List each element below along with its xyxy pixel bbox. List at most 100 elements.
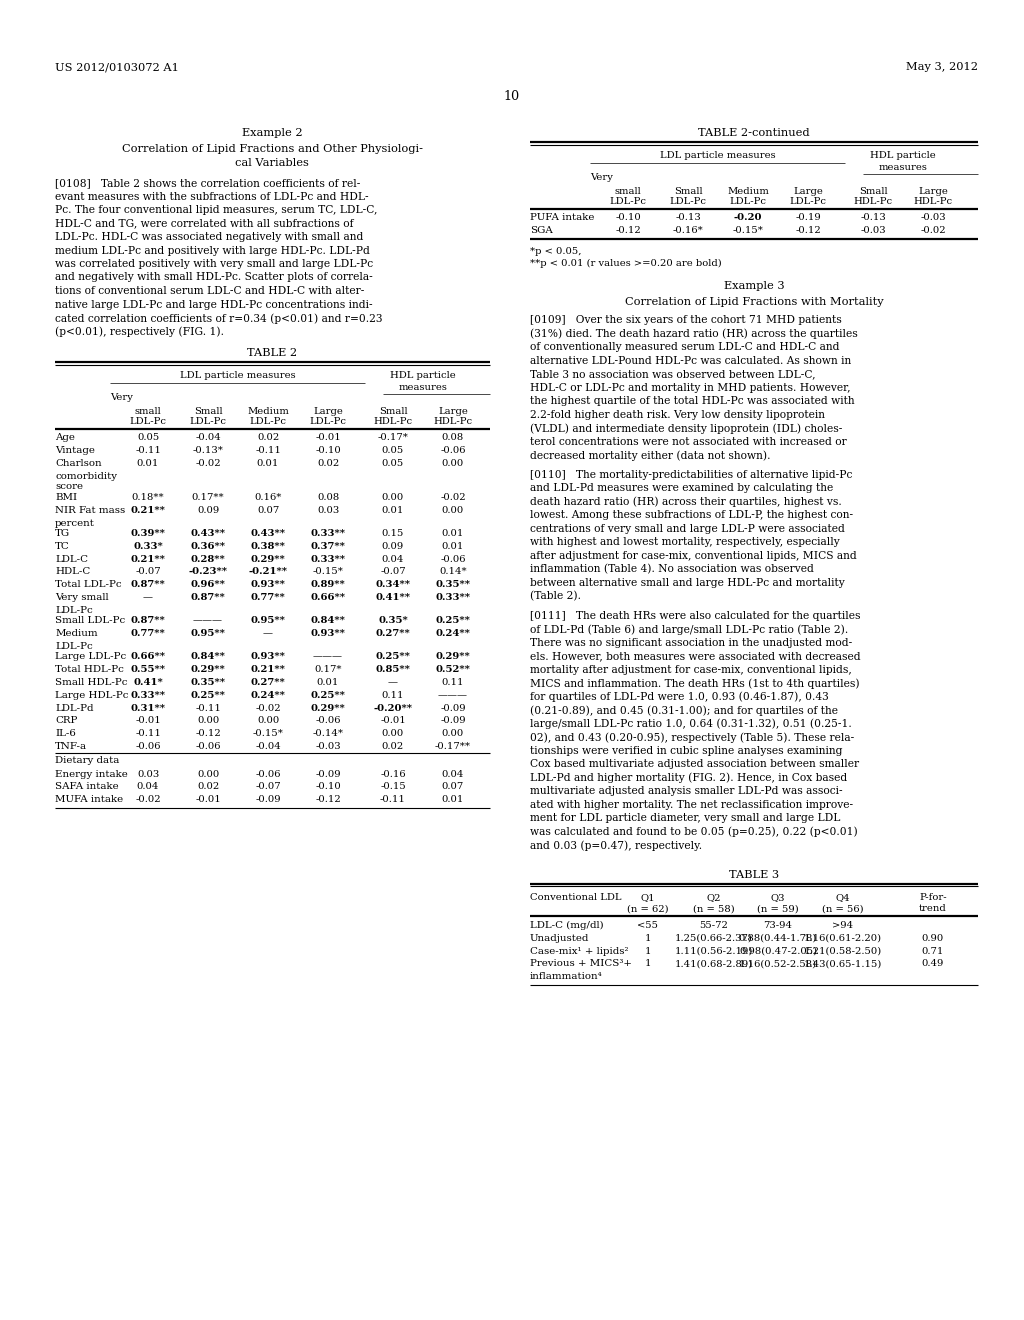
Text: was calculated and found to be 0.05 (p=0.25), 0.22 (p<0.01): was calculated and found to be 0.05 (p=0… [530, 826, 858, 837]
Text: Unadjusted: Unadjusted [530, 935, 590, 942]
Text: comorbidity: comorbidity [55, 473, 117, 480]
Text: 0.00: 0.00 [197, 717, 219, 726]
Text: -0.01: -0.01 [196, 795, 221, 804]
Text: -0.11: -0.11 [380, 795, 406, 804]
Text: Small: Small [674, 186, 702, 195]
Text: —: — [263, 630, 273, 638]
Text: tionships were verified in cubic spline analyses examining: tionships were verified in cubic spline … [530, 746, 843, 755]
Text: 0.07: 0.07 [442, 783, 464, 792]
Text: 0.85**: 0.85** [376, 665, 411, 675]
Text: HDL-Pc: HDL-Pc [913, 197, 952, 206]
Text: Very: Very [590, 173, 613, 182]
Text: [0109]   Over the six years of the cohort 71 MHD patients: [0109] Over the six years of the cohort … [530, 315, 842, 325]
Text: ———: ——— [438, 690, 468, 700]
Text: -0.12: -0.12 [196, 729, 221, 738]
Text: Energy intake: Energy intake [55, 770, 128, 779]
Text: -0.11: -0.11 [135, 446, 161, 455]
Text: Case-mix¹ + lipids²: Case-mix¹ + lipids² [530, 946, 629, 956]
Text: 0.95**: 0.95** [190, 630, 225, 638]
Text: 0.09: 0.09 [197, 506, 219, 515]
Text: TABLE 2: TABLE 2 [247, 348, 297, 358]
Text: -0.11: -0.11 [135, 729, 161, 738]
Text: -0.11: -0.11 [255, 446, 281, 455]
Text: TC: TC [55, 541, 70, 550]
Text: 0.15: 0.15 [382, 529, 404, 539]
Text: 1: 1 [645, 946, 651, 956]
Text: (n = 62): (n = 62) [627, 904, 669, 913]
Text: PUFA intake: PUFA intake [530, 214, 594, 223]
Text: [0110]   The mortality-predictabilities of alternative lipid-Pc: [0110] The mortality-predictabilities of… [530, 470, 852, 479]
Text: Q4: Q4 [836, 894, 850, 902]
Text: MICS and inflammation. The death HRs (1st to 4th quartiles): MICS and inflammation. The death HRs (1s… [530, 678, 859, 689]
Text: cated correlation coefficients of r=0.34 (p<0.01) and r=0.23: cated correlation coefficients of r=0.34… [55, 313, 383, 323]
Text: between alternative small and large HDL-Pc and mortality: between alternative small and large HDL-… [530, 578, 845, 587]
Text: LDL-Pc: LDL-Pc [670, 197, 707, 206]
Text: 0.36**: 0.36** [190, 541, 225, 550]
Text: Pc. The four conventional lipid measures, serum TC, LDL-C,: Pc. The four conventional lipid measures… [55, 205, 378, 215]
Text: 0.11: 0.11 [382, 690, 404, 700]
Text: Large LDL-Pc: Large LDL-Pc [55, 652, 126, 661]
Text: Large: Large [919, 186, 948, 195]
Text: LDL-Pc: LDL-Pc [55, 642, 93, 651]
Text: -0.15: -0.15 [380, 783, 406, 792]
Text: -0.09: -0.09 [255, 795, 281, 804]
Text: -0.06: -0.06 [135, 742, 161, 751]
Text: **p < 0.01 (r values >=0.20 are bold): **p < 0.01 (r values >=0.20 are bold) [530, 259, 722, 268]
Text: 0.01: 0.01 [316, 678, 339, 686]
Text: -0.07: -0.07 [380, 568, 406, 577]
Text: —: — [143, 593, 153, 602]
Text: 10: 10 [504, 90, 520, 103]
Text: 0.87**: 0.87** [131, 616, 165, 626]
Text: 0.33**: 0.33** [435, 593, 470, 602]
Text: Q1: Q1 [641, 894, 655, 902]
Text: SAFA intake: SAFA intake [55, 783, 119, 792]
Text: -0.09: -0.09 [440, 717, 466, 726]
Text: (p<0.01), respectively (FIG. 1).: (p<0.01), respectively (FIG. 1). [55, 326, 224, 337]
Text: 0.08: 0.08 [316, 492, 339, 502]
Text: (n = 58): (n = 58) [693, 904, 735, 913]
Text: inflammation (Table 4). No association was observed: inflammation (Table 4). No association w… [530, 564, 814, 574]
Text: 0.27**: 0.27** [376, 630, 411, 638]
Text: -0.16: -0.16 [380, 770, 406, 779]
Text: 0.21**: 0.21** [131, 506, 166, 515]
Text: LDL-Pc: LDL-Pc [609, 197, 646, 206]
Text: ated with higher mortality. The net reclassification improve-: ated with higher mortality. The net recl… [530, 800, 853, 809]
Text: Small LDL-Pc: Small LDL-Pc [55, 616, 125, 626]
Text: -0.16*: -0.16* [673, 226, 703, 235]
Text: 0.28**: 0.28** [190, 554, 225, 564]
Text: 0.93**: 0.93** [251, 581, 286, 589]
Text: HDL-C or LDL-Pc and mortality in MHD patients. However,: HDL-C or LDL-Pc and mortality in MHD pat… [530, 383, 851, 392]
Text: -0.13: -0.13 [675, 214, 700, 223]
Text: 0.25**: 0.25** [376, 652, 411, 661]
Text: the highest quartile of the total HDL-Pc was associated with: the highest quartile of the total HDL-Pc… [530, 396, 855, 407]
Text: HDL particle: HDL particle [390, 371, 456, 380]
Text: >94: >94 [833, 921, 854, 931]
Text: IL-6: IL-6 [55, 729, 76, 738]
Text: 1.41(0.68-2.89): 1.41(0.68-2.89) [675, 960, 753, 969]
Text: LDL-Pc: LDL-Pc [309, 417, 346, 425]
Text: Small: Small [194, 407, 222, 416]
Text: [0111]   The death HRs were also calculated for the quartiles: [0111] The death HRs were also calculate… [530, 611, 860, 620]
Text: 0.87**: 0.87** [190, 593, 225, 602]
Text: (n = 59): (n = 59) [757, 904, 799, 913]
Text: percent: percent [55, 519, 95, 528]
Text: 55-72: 55-72 [699, 921, 728, 931]
Text: decreased mortality either (data not shown).: decreased mortality either (data not sho… [530, 450, 770, 461]
Text: and LDL-Pd measures were examined by calculating the: and LDL-Pd measures were examined by cal… [530, 483, 834, 494]
Text: -0.09: -0.09 [440, 704, 466, 713]
Text: LDL-Pc: LDL-Pc [55, 606, 93, 615]
Text: 0.29**: 0.29** [251, 554, 286, 564]
Text: HDL-Pc: HDL-Pc [374, 417, 413, 425]
Text: 0.18**: 0.18** [132, 492, 164, 502]
Text: -0.09: -0.09 [315, 770, 341, 779]
Text: -0.15*: -0.15* [312, 568, 343, 577]
Text: LDL-Pd and higher mortality (FIG. 2). Hence, in Cox based: LDL-Pd and higher mortality (FIG. 2). He… [530, 772, 847, 783]
Text: 0.98(0.47-2.05): 0.98(0.47-2.05) [739, 946, 817, 956]
Text: -0.02: -0.02 [921, 226, 946, 235]
Text: -0.20: -0.20 [734, 214, 762, 223]
Text: 0.84**: 0.84** [190, 652, 225, 661]
Text: -0.10: -0.10 [315, 783, 341, 792]
Text: 0.90: 0.90 [922, 935, 944, 942]
Text: P-for-: P-for- [920, 894, 947, 902]
Text: 0.55**: 0.55** [130, 665, 166, 675]
